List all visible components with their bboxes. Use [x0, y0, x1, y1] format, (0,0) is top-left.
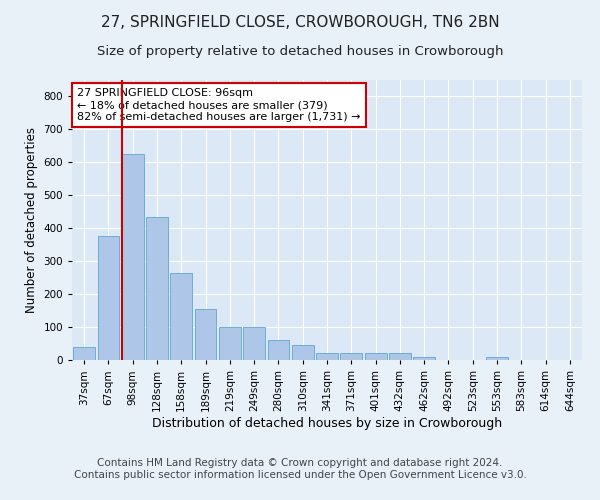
Text: 27 SPRINGFIELD CLOSE: 96sqm
← 18% of detached houses are smaller (379)
82% of se: 27 SPRINGFIELD CLOSE: 96sqm ← 18% of det… — [77, 88, 361, 122]
Bar — [219, 327, 241, 360]
Bar — [389, 354, 411, 360]
Bar — [316, 354, 338, 360]
Bar — [170, 272, 192, 360]
Bar — [97, 236, 119, 360]
Bar — [413, 356, 435, 360]
Text: Contains HM Land Registry data © Crown copyright and database right 2024.
Contai: Contains HM Land Registry data © Crown c… — [74, 458, 526, 480]
Bar — [365, 354, 386, 360]
Bar — [122, 154, 143, 360]
Bar — [268, 340, 289, 360]
Text: Size of property relative to detached houses in Crowborough: Size of property relative to detached ho… — [97, 45, 503, 58]
Bar — [292, 345, 314, 360]
Bar — [73, 347, 95, 360]
Bar — [146, 216, 168, 360]
Y-axis label: Number of detached properties: Number of detached properties — [25, 127, 38, 313]
Text: 27, SPRINGFIELD CLOSE, CROWBOROUGH, TN6 2BN: 27, SPRINGFIELD CLOSE, CROWBOROUGH, TN6 … — [101, 15, 499, 30]
X-axis label: Distribution of detached houses by size in Crowborough: Distribution of detached houses by size … — [152, 416, 502, 430]
Bar — [486, 356, 508, 360]
Bar — [243, 327, 265, 360]
Bar — [194, 309, 217, 360]
Bar — [340, 354, 362, 360]
